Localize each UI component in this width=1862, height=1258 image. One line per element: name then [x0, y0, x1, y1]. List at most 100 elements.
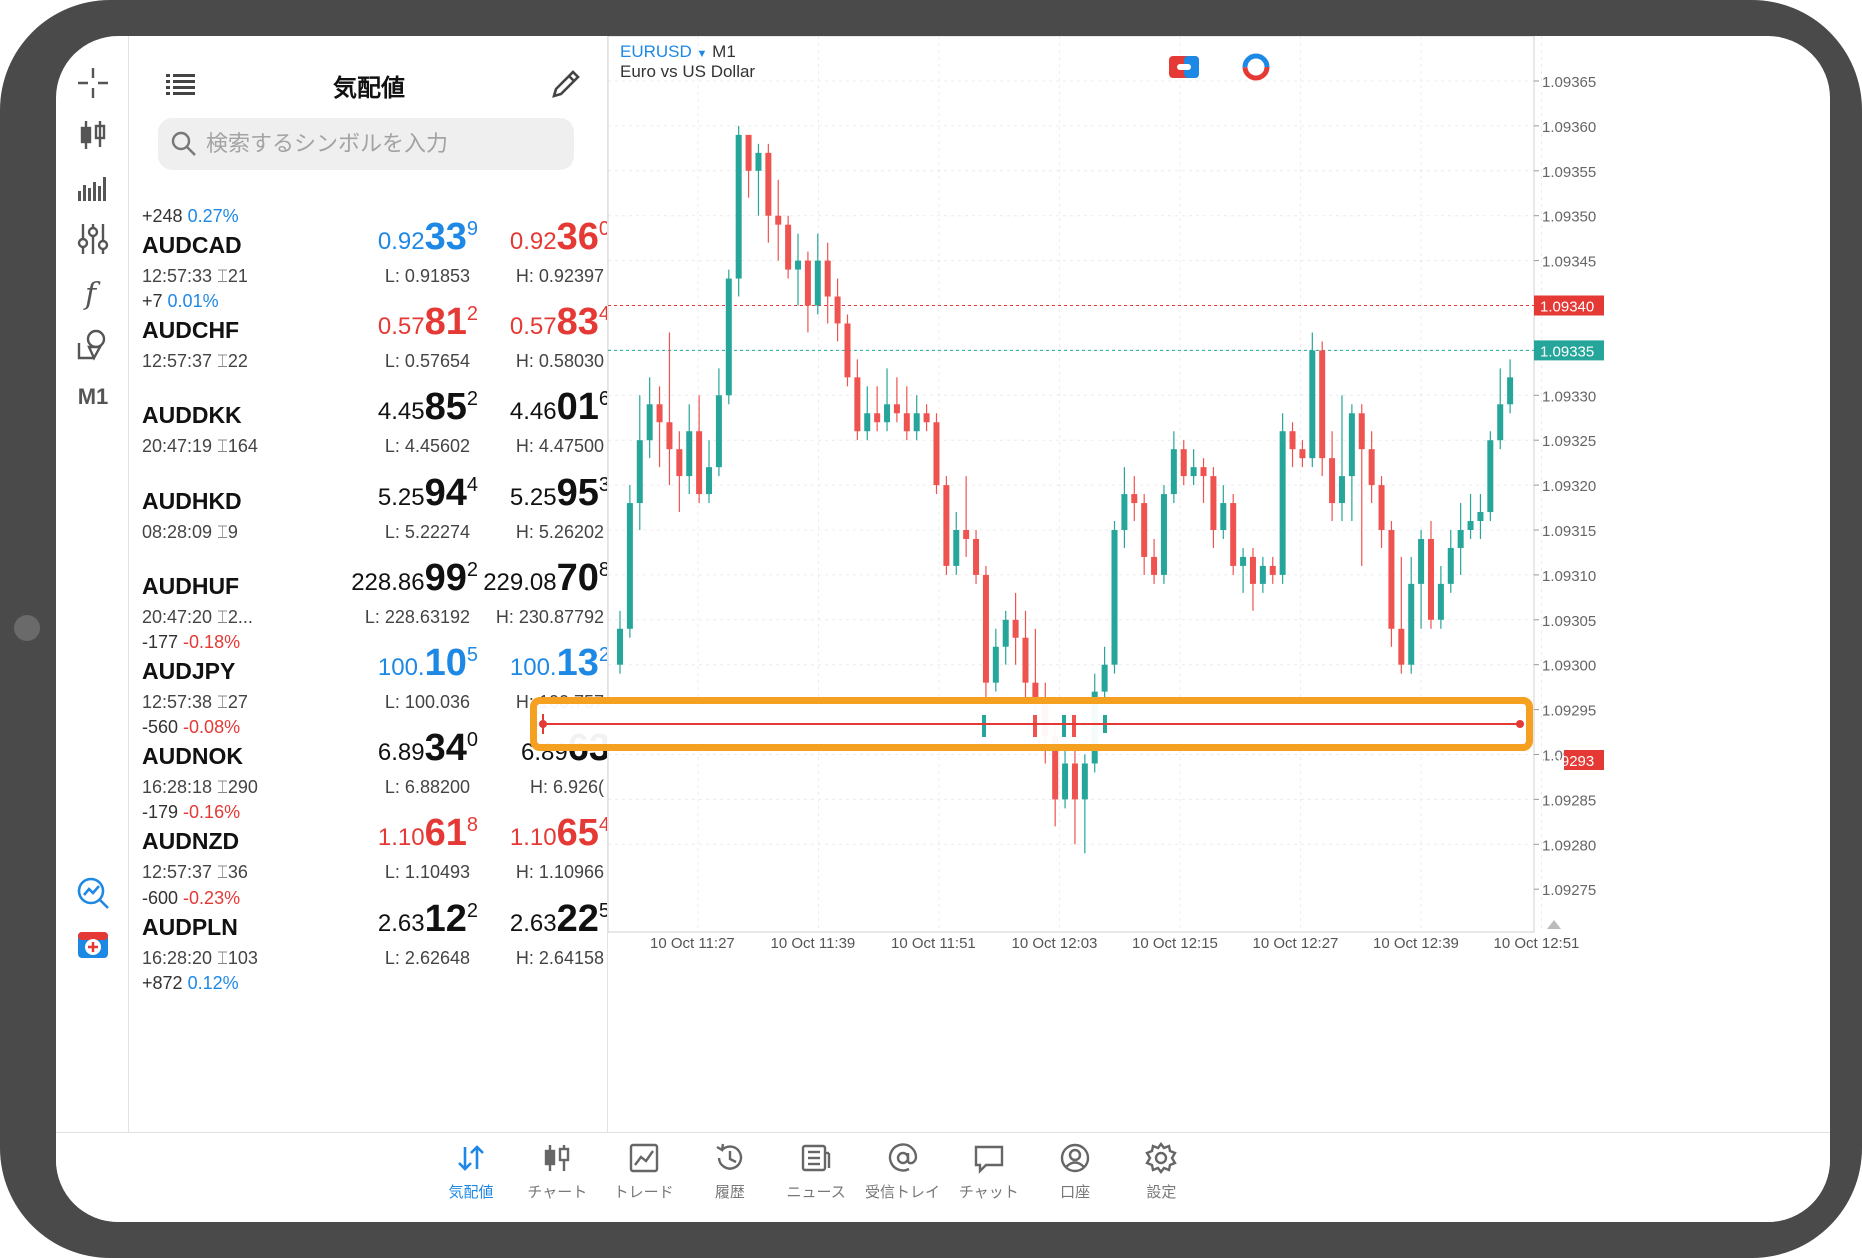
quote-row[interactable]: +7 0.01% AUDCHF 12:57:37 ⌶22 0.57812 0.57834… [130, 291, 607, 392]
candle-body [1151, 556, 1158, 575]
candle-body [814, 260, 821, 306]
search-bar[interactable] [158, 118, 574, 170]
quote-time: 12:57:37 ⌶22 [142, 351, 248, 372]
horizontal-line-object[interactable] [537, 704, 1526, 744]
list-menu-icon[interactable] [160, 68, 200, 102]
candle-body [1309, 350, 1316, 459]
quote-time: 12:57:38 ⌶27 [142, 692, 248, 712]
function-icon[interactable]: f [68, 268, 118, 318]
candle-body [795, 260, 802, 270]
candle-body [1279, 431, 1286, 575]
nav-inbox[interactable]: 受信トレイ [858, 1141, 948, 1219]
candle-body [765, 152, 772, 216]
price-label: 1.09295 [1542, 703, 1596, 720]
crosshair-icon[interactable] [68, 58, 118, 108]
low-price: L: 0.57654 [384, 351, 470, 372]
candle-body [1477, 512, 1484, 522]
inbox-icon [888, 1143, 917, 1172]
candle-body [1012, 619, 1019, 638]
scroll-end-icon [1547, 920, 1561, 929]
candle-body [1101, 664, 1108, 692]
candle-body [1497, 404, 1504, 441]
change-value: -177 -0.18% [142, 632, 241, 652]
low-price: L: 100.036 [384, 692, 470, 712]
bid-price: 0.92339 [377, 216, 478, 258]
time-label: 10 Oct 12:51 [1494, 935, 1580, 952]
candle-body [1467, 521, 1474, 530]
candle-body [715, 395, 722, 468]
low-price: L: 0.91853 [384, 266, 470, 286]
one-click-trading-icon[interactable] [1168, 54, 1200, 80]
search-input[interactable] [206, 131, 546, 157]
objects-icon[interactable] [68, 320, 118, 370]
ask-price: 1.10654 [509, 812, 607, 855]
symbol-name: AUDHUF [142, 572, 240, 599]
depth-of-market-icon[interactable] [1240, 52, 1272, 82]
high-price: H: 0.92397 [515, 266, 604, 286]
bid-price-text: 1.09335 [1540, 343, 1594, 360]
nav-news[interactable]: ニュース [771, 1141, 861, 1219]
ask-price: 4.46016 [509, 386, 607, 429]
candle-body [933, 422, 940, 486]
nav-account[interactable]: 口座 [1030, 1141, 1120, 1219]
quote-row[interactable]: -179 -0.16% AUDNZD 12:57:37 ⌶36 1.10618 1.10… [130, 802, 607, 903]
symbol-name: AUDCHF [142, 317, 240, 344]
chart-timeframe: M1 [712, 42, 736, 61]
candles-icon[interactable] [68, 110, 118, 160]
volume-bars-icon[interactable] [68, 162, 118, 212]
ask-price: 0.92360 [509, 216, 607, 258]
candle-body [854, 377, 861, 432]
quotes-icon [458, 1145, 484, 1171]
symbol-name: AUDNZD [142, 828, 240, 855]
low-price: L: 1.10493 [384, 862, 470, 883]
symbol-name: AUDDKK [142, 402, 242, 429]
quote-row[interactable]: AUDHKD 08:28:09 ⌶9 5.25944 5.25953 L: 5.2227… [130, 462, 607, 563]
price-label: 1.09325 [1542, 433, 1596, 450]
settings-sliders-icon[interactable] [68, 214, 118, 264]
nav-label: 設定 [1146, 1184, 1177, 1201]
trading-signals-icon[interactable] [68, 868, 118, 918]
edit-pencil-icon[interactable] [546, 64, 586, 104]
nav-quotes[interactable]: 気配値 [426, 1141, 516, 1219]
quote-row[interactable]: AUDDKK 20:47:19 ⌶164 4.45852 4.46016 L: 4.45… [130, 376, 607, 477]
candle-body [1160, 494, 1167, 575]
candle-body [973, 538, 980, 575]
candle-body [1220, 503, 1227, 530]
svg-text:f: f [83, 277, 101, 311]
bid-price: 1.10618 [377, 812, 478, 855]
change-value: +248 0.27% [142, 206, 239, 226]
quote-row[interactable]: -600 -0.23% AUDPLN 16:28:20 ⌶103 2.63122 2.6… [130, 888, 607, 989]
screen: f M1 気配値 [56, 36, 1830, 1222]
nav-settings[interactable]: 設定 [1116, 1141, 1206, 1219]
timeframe-button[interactable]: M1 [68, 372, 118, 422]
change-value: +7 0.01% [142, 291, 219, 312]
quote-row[interactable]: -560 -0.08% AUDNOK 16:28:18 ⌶290 6.89340 6.8… [130, 717, 607, 818]
candlestick-chart[interactable]: 1.09365 1.09360 1.09355 1.09350 1.09345 1.093… [608, 36, 1830, 1132]
nav-chat[interactable]: チャット [944, 1141, 1034, 1219]
candle-body [1062, 763, 1069, 800]
candle-body [626, 503, 633, 629]
high-price: H: 2.64158 [515, 947, 604, 968]
candle-body [1032, 682, 1039, 701]
chart-area[interactable]: 1.09365 1.09360 1.09355 1.09350 1.09345 1.093… [608, 36, 1830, 1132]
quote-row[interactable]: +872 0.12% [130, 973, 607, 1074]
candle-body [834, 296, 841, 324]
chart-header[interactable]: EURUSD ▼ M1 [620, 42, 736, 62]
nav-chart[interactable]: チャート [512, 1141, 602, 1219]
candle-body [982, 574, 989, 683]
high-price: H: 5.26202 [515, 521, 604, 542]
bid-price: 0.57812 [377, 301, 478, 344]
low-price: L: 5.22274 [384, 521, 470, 542]
time-label: 10 Oct 12:15 [1132, 935, 1218, 952]
quote-time: 20:47:19 ⌶164 [142, 436, 258, 457]
candle-body [864, 413, 871, 432]
candle-body [1022, 637, 1029, 683]
price-label: 1.09310 [1542, 568, 1596, 585]
add-chart-icon[interactable] [68, 920, 118, 970]
low-price: L: 4.45602 [384, 436, 470, 457]
nav-history[interactable]: 履歴 [685, 1141, 775, 1219]
quote-row[interactable]: +248 0.27% AUDCAD 12:57:33 ⌶21 0.92339 0.923… [130, 206, 607, 307]
nav-trade[interactable]: トレード [599, 1141, 689, 1219]
camera [14, 615, 40, 641]
